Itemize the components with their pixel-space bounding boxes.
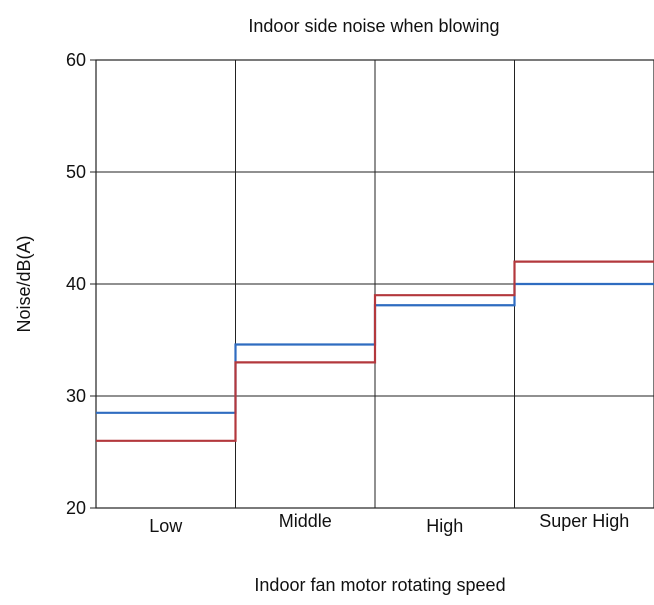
x-tick-label: Middle xyxy=(279,511,332,531)
y-axis-label: Noise/dB(A) xyxy=(14,235,34,332)
x-tick-label: Low xyxy=(149,516,183,536)
x-tick-labels: Low Middle High Super High xyxy=(149,511,629,536)
y-tick-label: 30 xyxy=(66,386,86,406)
grid-layer xyxy=(90,59,654,509)
series-layer xyxy=(96,260,654,442)
y-tick-label: 50 xyxy=(66,162,86,182)
x-tick-label: High xyxy=(426,516,463,536)
x-axis-label: Indoor fan motor rotating speed xyxy=(254,575,505,595)
y-tick-labels: 20 30 40 50 60 xyxy=(66,50,86,518)
y-tick-label: 60 xyxy=(66,50,86,70)
series-line-2 xyxy=(96,260,654,442)
x-tick-label: Super High xyxy=(539,511,629,531)
y-tick-label: 20 xyxy=(66,498,86,518)
y-tick-label: 40 xyxy=(66,274,86,294)
chart-title: Indoor side noise when blowing xyxy=(248,16,499,36)
